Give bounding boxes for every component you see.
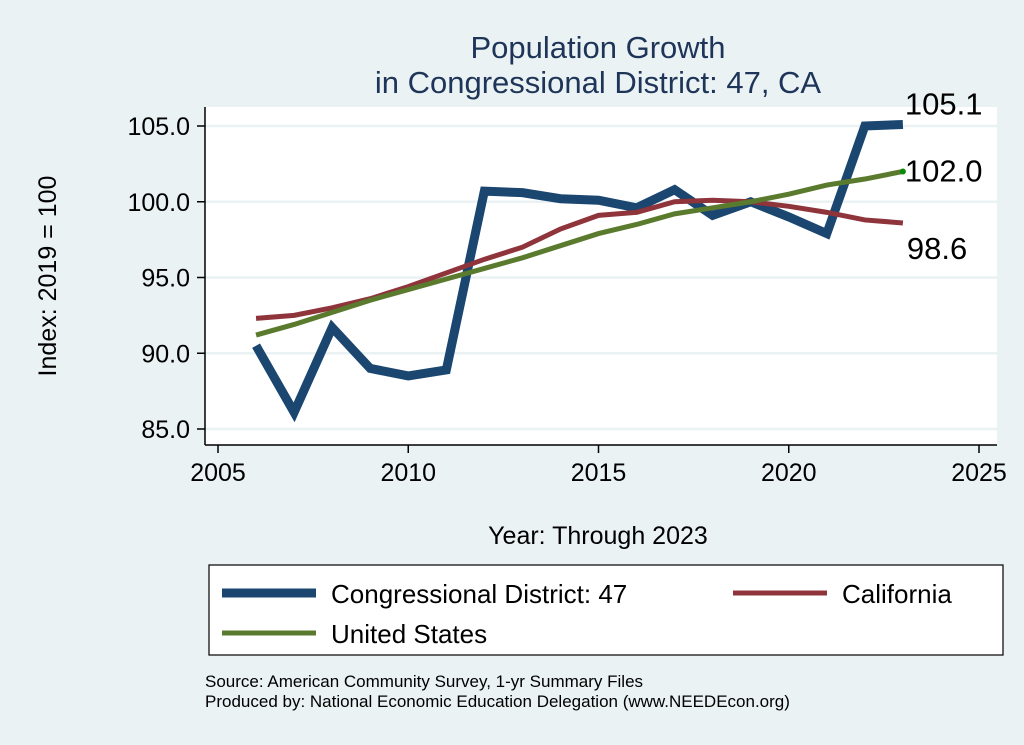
- x-tick-label: 2025: [951, 459, 1007, 487]
- legend-label-california: California: [842, 579, 952, 609]
- y-tick-label: 90.0: [141, 340, 190, 368]
- y-tick-label: 95.0: [141, 265, 190, 293]
- end-label: 98.6: [907, 231, 967, 266]
- legend: Congressional District: 47 California Un…: [208, 564, 1004, 656]
- series-line-congressional-district-47: [252, 119, 904, 423]
- plot-area: [205, 107, 997, 445]
- series-line-united-states: [255, 168, 904, 338]
- chart-title-line2: in Congressional District: 47, CA: [375, 65, 822, 100]
- produced-by-note: Produced by: National Economic Education…: [205, 692, 790, 711]
- y-tick-label: 105.0: [127, 113, 190, 141]
- source-note: Source: American Community Survey, 1-yr …: [205, 672, 643, 691]
- y-axis-label: Index: 2019 = 100: [34, 176, 62, 377]
- x-tick-label: 2020: [761, 459, 817, 487]
- end-label: 102.0: [905, 153, 983, 188]
- end-label: 105.1: [905, 86, 983, 121]
- y-tick-label: 100.0: [127, 189, 190, 217]
- x-tick-label: 2015: [571, 459, 627, 487]
- x-tick-label: 2005: [190, 459, 246, 487]
- legend-label-us: United States: [331, 619, 487, 649]
- x-axis-label: Year: Through 2023: [488, 522, 708, 550]
- chart-title-line1: Population Growth: [470, 30, 725, 65]
- x-tick-label: 2010: [380, 459, 436, 487]
- legend-label-cd47: Congressional District: 47: [331, 579, 627, 609]
- y-tick-label: 85.0: [141, 416, 190, 444]
- endpoint-marker: [899, 168, 906, 175]
- legend-box: [208, 564, 1004, 656]
